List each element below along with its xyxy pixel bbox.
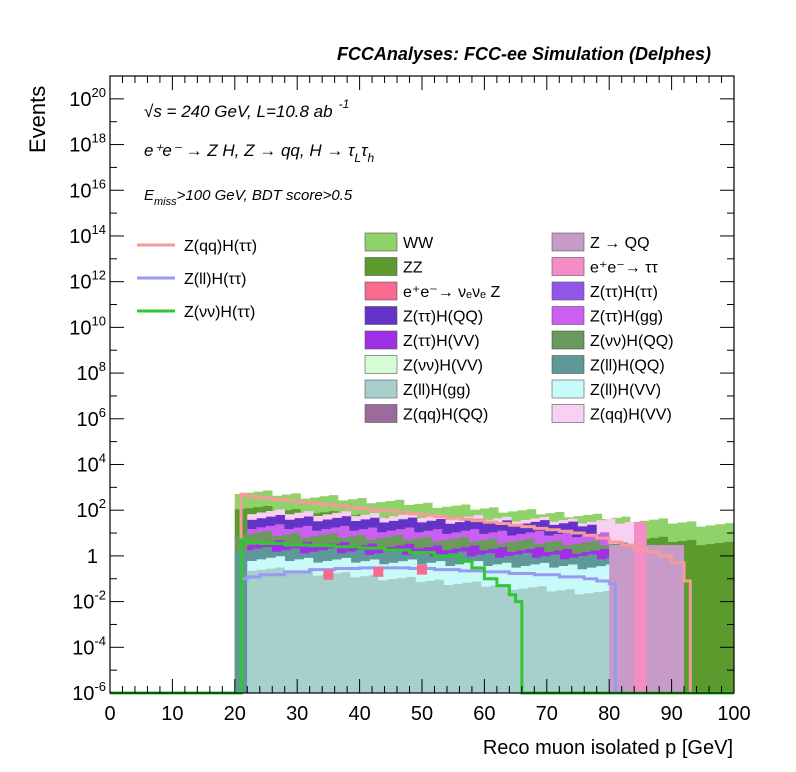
legend-swatch-e-e: [551, 257, 585, 276]
annotation-block: √s = 240 GeV, L=10.8 ab -1 e⁺e⁻ → Z H, Z …: [144, 97, 374, 208]
y-tick-label-10: 1014: [69, 222, 106, 248]
x-tick-label-10: 100: [717, 703, 750, 725]
legend-label-z-h-vv: Z(ττ)H(VV): [403, 333, 480, 350]
x-tick-label-3: 30: [286, 703, 308, 725]
legend-swatch-z-h: [551, 281, 585, 301]
legend-label-z-ll-h: Z(ll)H(ττ): [184, 271, 246, 288]
legend-label-z-qq: Z → QQ: [590, 235, 650, 252]
y-tick-label-11: 1016: [69, 176, 106, 202]
stack-bands: [234, 490, 735, 693]
legend-label-z-ll-h-qq: Z(ll)H(QQ): [590, 358, 665, 375]
legend-label-z-h-qq: Z(νν)H(QQ): [590, 333, 674, 350]
line-z-qq-h: [234, 492, 692, 695]
legend-swatch-z-h-qq: [551, 330, 585, 350]
x-tick-label-1: 10: [161, 703, 183, 725]
legend-swatch-z-ll-h-qq: [551, 355, 585, 374]
y-tick-label-5: 104: [77, 450, 106, 476]
annotation-line2: e⁺e⁻ → Z H, Z → qq, H → τLτh: [144, 141, 374, 165]
y-tick-label-12: 1018: [69, 131, 106, 157]
legend-swatch-ww: [364, 232, 398, 252]
y-tick-label-1: 10-4: [72, 633, 106, 659]
stack-tails: [609, 522, 685, 693]
legend-label-z-qq-h-vv: Z(qq)H(VV): [590, 407, 672, 424]
legend-label-ww: WW: [403, 235, 434, 252]
x-tick-label-0: 0: [104, 703, 115, 725]
x-tick-label-2: 20: [224, 703, 246, 725]
legend-swatch-z-h-vv: [364, 355, 398, 374]
legend-swatch-z-h-qq: [364, 306, 398, 325]
legend-swatch-z-qq: [551, 232, 585, 252]
pink-marker-0: [323, 569, 334, 580]
legend-label-z-h-gg: Z(ττ)H(gg): [590, 309, 663, 326]
annotation-line3: Emiss>100 GeV, BDT score>0.5: [144, 187, 353, 208]
legend-label-e-e: e⁺e⁻→ ττ: [590, 260, 658, 277]
legend-label-z-h: Z(νν)H(ττ): [184, 304, 255, 321]
tail-e-e: [634, 522, 647, 693]
legend-label-z-ll-h-vv: Z(ll)H(VV): [590, 382, 661, 399]
y-axis: 10-6 10-4 10-2 1 102 104 106 108 1010 1012 1014 101…: [69, 75, 734, 705]
y-tick-label-2: 10-2: [72, 588, 106, 614]
y-tick-label-0: 10-6: [72, 679, 106, 705]
band-z-ll-h-gg: [247, 567, 622, 693]
legend-swatch-e-e-z: [364, 281, 398, 301]
legend-swatch-z-ll-h-vv: [551, 379, 585, 399]
y-axis-label: Events: [25, 86, 50, 153]
line-z-h: [110, 538, 734, 695]
x-tick-label-6: 60: [473, 703, 495, 725]
y-tick-label-6: 106: [77, 405, 106, 431]
y-tick-label-7: 108: [77, 359, 106, 385]
x-tick-label-4: 40: [348, 703, 370, 725]
legend-swatch-z-ll-h-gg: [364, 379, 398, 399]
y-tick-label-8: 1010: [69, 313, 106, 339]
chart-title: FCCAnalyses: FCC-ee Simulation (Delphes): [337, 44, 711, 64]
legend-label-zz: ZZ: [403, 260, 423, 277]
signal-lines: [110, 492, 734, 695]
x-tick-label-9: 90: [660, 703, 682, 725]
pink-marker-2: [417, 564, 427, 575]
pink-markers: [323, 564, 427, 580]
legend-swatch-z-h-vv: [364, 330, 398, 350]
legend-label-z-qq-h-qq: Z(qq)H(QQ): [403, 407, 488, 424]
legend-label-z-h-qq: Z(ττ)H(QQ): [403, 309, 483, 326]
legend-label-z-h: Z(ττ)H(ττ): [590, 284, 658, 301]
legend-label-z-h-vv: Z(νν)H(VV): [403, 358, 483, 375]
legend-label-z-ll-h-gg: Z(ll)H(gg): [403, 382, 471, 399]
x-tick-label-8: 80: [598, 703, 620, 725]
legend-label-e-e-z: e⁺e⁻→ νₑνₑ Z: [403, 284, 500, 301]
legend-swatch-zz: [364, 257, 398, 276]
x-tick-label-7: 70: [536, 703, 558, 725]
legend-swatch-z-qq-h-vv: [551, 404, 585, 423]
y-tick-label-3: 1: [87, 546, 98, 568]
annotation-line1: √s = 240 GeV, L=10.8 ab -1: [144, 97, 349, 121]
legend-label-z-qq-h: Z(qq)H(ττ): [184, 238, 257, 255]
x-axis-label: Reco muon isolated p [GeV]: [483, 737, 733, 759]
legend-swatch-z-h-gg: [551, 306, 585, 325]
y-tick-label-9: 1012: [69, 268, 106, 294]
x-tick-label-5: 50: [411, 703, 433, 725]
tail-z-qq: [609, 544, 685, 693]
legend: Z(qq)H(ττ) Z(ll)H(ττ) Z(νν)H(ττ) WW ZZ e⁺e⁻→ …: [137, 232, 674, 424]
legend-swatch-z-qq-h-qq: [364, 404, 398, 423]
y-tick-label-13: 1020: [69, 85, 106, 111]
x-axis: 0 10 20 30 40 50 60 70 80 90 100: [104, 76, 751, 725]
line-z-ll-h: [241, 566, 617, 693]
pink-marker-1: [373, 566, 384, 577]
y-tick-label-4: 102: [77, 496, 106, 522]
